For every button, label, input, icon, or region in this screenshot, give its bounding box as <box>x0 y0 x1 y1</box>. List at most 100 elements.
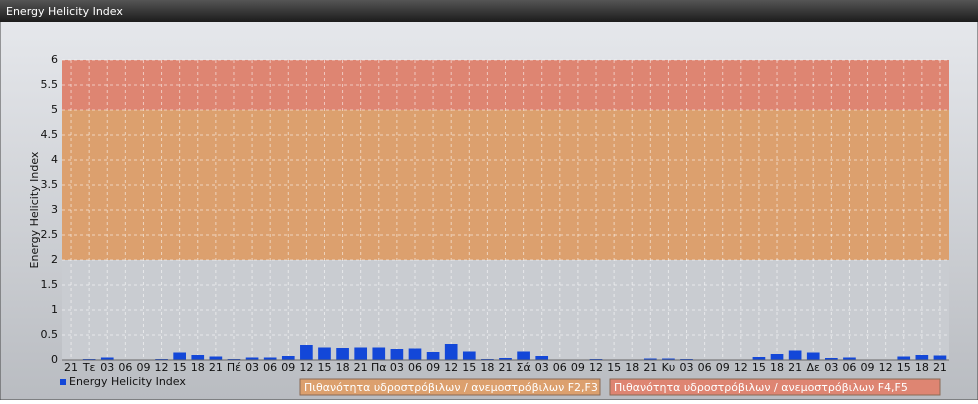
bar <box>770 354 784 360</box>
x-tick-label: 21 <box>499 361 513 374</box>
x-tick-label: 18 <box>625 361 639 374</box>
x-tick-label: 09 <box>861 361 875 374</box>
x-tick-label: 06 <box>842 361 856 374</box>
x-tick-label: 18 <box>915 361 929 374</box>
y-tick-label: 0 <box>51 353 58 366</box>
x-tick-label: 12 <box>155 361 169 374</box>
x-tick-label: 06 <box>553 361 567 374</box>
x-tick-label: 21 <box>354 361 368 374</box>
x-tick-label: 12 <box>879 361 893 374</box>
y-tick-label: 0.5 <box>41 328 59 341</box>
x-tick-label: Τε <box>82 361 96 374</box>
bar <box>408 348 422 360</box>
bar <box>209 356 223 360</box>
legend-swatch <box>60 379 66 385</box>
y-tick-label: 1 <box>51 303 58 316</box>
bar <box>372 347 386 360</box>
legend-label: Energy Helicity Index <box>69 375 186 388</box>
bar <box>499 358 512 360</box>
x-tick-label: Πέ <box>227 361 241 374</box>
x-tick-label: 18 <box>770 361 784 374</box>
bar <box>825 358 838 360</box>
x-tick-label: 15 <box>317 361 331 374</box>
x-tick-label: 06 <box>118 361 132 374</box>
x-tick-label: 15 <box>607 361 621 374</box>
bar <box>173 352 186 360</box>
x-tick-label: Πα <box>371 361 387 374</box>
bar <box>462 351 476 360</box>
x-tick-label: 12 <box>734 361 748 374</box>
x-tick-label: 21 <box>643 361 657 374</box>
bar <box>535 356 549 360</box>
bar <box>390 349 404 360</box>
y-tick-label: 2 <box>51 253 58 266</box>
x-tick-label: 03 <box>824 361 838 374</box>
x-tick-label: 18 <box>336 361 350 374</box>
bar <box>897 356 911 360</box>
bar <box>662 358 675 360</box>
x-tick-label: Κυ <box>662 361 676 374</box>
x-tick-label: 03 <box>245 361 259 374</box>
y-tick-label: 2.5 <box>41 228 59 241</box>
y-tick-label: 1.5 <box>41 278 59 291</box>
x-tick-label: 12 <box>299 361 313 374</box>
bar <box>517 351 530 360</box>
x-tick-label: 06 <box>408 361 422 374</box>
y-tick-label: 4 <box>51 153 58 166</box>
bar <box>336 348 349 360</box>
x-tick-label: 18 <box>480 361 494 374</box>
x-tick-label: Σά <box>517 361 531 374</box>
y-tick-label: 3.5 <box>41 178 59 191</box>
x-tick-label: 09 <box>281 361 295 374</box>
bar <box>933 355 947 360</box>
y-tick-label: 5.5 <box>41 78 59 91</box>
x-tick-label: 21 <box>64 361 78 374</box>
x-tick-label: 15 <box>752 361 766 374</box>
x-tick-label: 15 <box>462 361 476 374</box>
bar <box>806 352 820 360</box>
x-tick-label: 15 <box>897 361 911 374</box>
x-tick-label: 18 <box>191 361 205 374</box>
bar <box>318 347 331 360</box>
bar <box>100 357 114 360</box>
bar <box>354 347 368 360</box>
x-tick-label: 03 <box>535 361 549 374</box>
header-title: Energy Helicity Index <box>6 5 123 18</box>
y-tick-label: 6 <box>51 53 58 66</box>
x-tick-label: 06 <box>698 361 712 374</box>
y-axis-label: Energy Helicity Index <box>28 151 41 268</box>
x-tick-label: 09 <box>571 361 585 374</box>
x-tick-label: 03 <box>100 361 114 374</box>
bar <box>752 357 766 360</box>
x-tick-label: 21 <box>209 361 223 374</box>
bar <box>426 352 440 360</box>
bar <box>281 356 295 360</box>
legend-band <box>299 378 601 396</box>
header <box>0 0 978 22</box>
bar <box>643 358 657 360</box>
bar <box>300 345 313 360</box>
x-tick-label: Δε <box>806 361 820 374</box>
legend-band-label: Πιθανότητα υδροστρόβιλων / ανεμοστρόβιλω… <box>614 381 908 394</box>
x-tick-label: 03 <box>390 361 404 374</box>
x-tick-label: 15 <box>173 361 187 374</box>
bar <box>444 344 458 360</box>
y-tick-label: 4.5 <box>41 128 59 141</box>
x-tick-label: 12 <box>444 361 458 374</box>
bar <box>915 355 929 360</box>
x-tick-label: 09 <box>426 361 440 374</box>
x-tick-label: 06 <box>263 361 277 374</box>
bar <box>843 357 856 360</box>
bar <box>263 357 277 360</box>
x-tick-label: 12 <box>589 361 603 374</box>
y-tick-label: 5 <box>51 103 58 116</box>
x-tick-label: 09 <box>716 361 730 374</box>
x-tick-label: 03 <box>680 361 694 374</box>
bar <box>245 357 259 360</box>
x-tick-label: 21 <box>788 361 802 374</box>
bar <box>788 350 802 360</box>
legend-band-label: Πιθανότητα υδροστρόβιλων / ανεμοστρόβιλω… <box>304 381 598 394</box>
x-tick-label: 09 <box>136 361 150 374</box>
bar <box>191 355 205 360</box>
